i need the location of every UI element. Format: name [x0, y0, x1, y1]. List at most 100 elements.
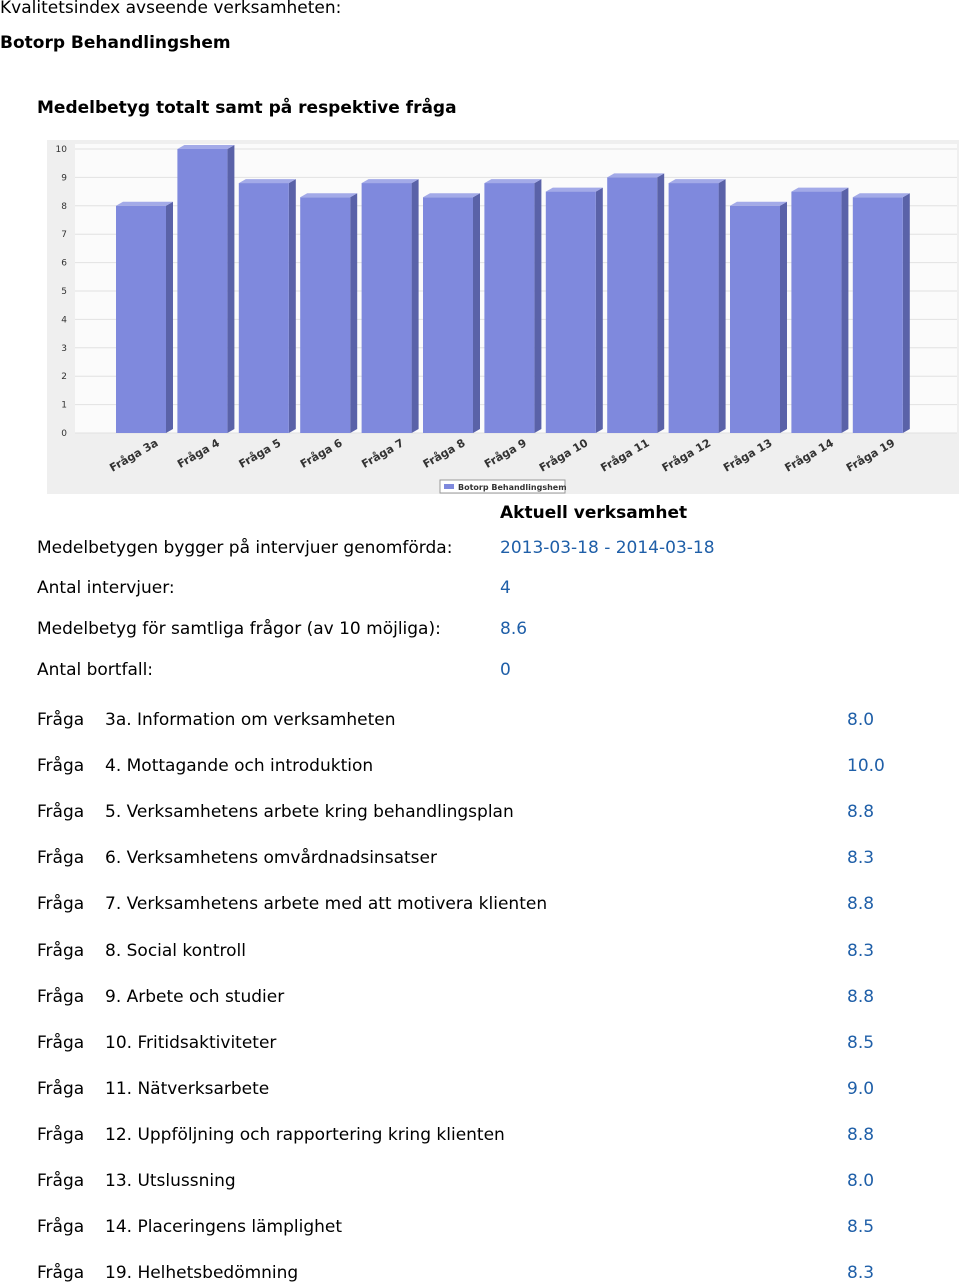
bar-side: [657, 173, 665, 433]
question-prefix: Fråga: [37, 802, 85, 823]
chart-heading: Medelbetyg totalt samt på respektive frå…: [37, 98, 457, 118]
question-score: 8.5: [847, 1032, 875, 1053]
bar-side: [595, 187, 603, 433]
y-tick-label: 3: [61, 344, 67, 354]
question-text: 7. Verksamhetens arbete med att motivera…: [105, 894, 548, 915]
question-prefix: Fråga: [37, 1171, 85, 1191]
question-prefix: Fråga: [37, 1124, 85, 1145]
bar: [116, 205, 166, 433]
bar: [852, 197, 903, 433]
question-text: 6. Verksamhetens omvårdnadsinsatser: [105, 848, 437, 869]
y-tick-label: 0: [61, 429, 67, 439]
question-score: 8.3: [847, 1263, 875, 1284]
question-prefix: Fråga: [37, 756, 85, 777]
summary-value: 0: [500, 660, 511, 680]
y-tick-label: 8: [61, 202, 67, 212]
question-text: 14. Placeringens lämplighet: [105, 1217, 343, 1238]
question-text: 5. Verksamhetens arbete kring behandling…: [105, 802, 514, 823]
question-score: 8.5: [847, 1217, 875, 1238]
question-text: 9. Arbete och studier: [105, 986, 285, 1007]
question-prefix: Fråga: [37, 1263, 85, 1284]
bar-side: [227, 145, 235, 433]
bar-top: [361, 179, 419, 184]
bar-side: [534, 179, 542, 433]
question-prefix: Fråga: [37, 1032, 85, 1053]
y-tick-label: 2: [61, 372, 67, 382]
summary-label: Antal intervjuer:: [37, 578, 175, 598]
bar-top: [852, 193, 910, 198]
bar-side: [350, 193, 358, 433]
bar-top: [668, 179, 726, 184]
question-text: 10. Fritidsaktiviteter: [105, 1032, 277, 1053]
bar: [300, 197, 351, 433]
y-tick-label: 7: [61, 230, 67, 240]
bar-top: [116, 201, 173, 206]
question-score: 8.0: [847, 710, 875, 730]
bar: [668, 183, 719, 433]
summary-value: 2013-03-18 - 2014-03-18: [500, 538, 715, 558]
question-prefix: Fråga: [37, 940, 85, 961]
bar-top: [300, 193, 358, 198]
bar: [791, 191, 842, 433]
y-tick-label: 9: [61, 173, 67, 183]
question-prefix: Fråga: [37, 894, 85, 915]
bar-top: [484, 179, 542, 184]
bar-top: [177, 145, 235, 149]
question-prefix: Fråga: [37, 1078, 85, 1099]
question-text: 12. Uppföljning och rapportering kring k…: [105, 1124, 505, 1145]
bar-side: [473, 193, 480, 433]
bar-side: [411, 179, 419, 433]
summary-label: Medelbetyg för samtliga frågor (av 10 mö…: [37, 619, 441, 639]
question-score: 8.3: [847, 940, 875, 961]
bar-top: [423, 193, 480, 198]
question-score: 8.8: [847, 802, 875, 823]
question-prefix: Fråga: [37, 710, 85, 730]
summary-value: 4: [500, 578, 511, 598]
bar-side: [841, 187, 849, 433]
question-score: 9.0: [847, 1078, 875, 1099]
question-score: 8.8: [847, 986, 875, 1007]
y-tick-label: 6: [61, 259, 67, 269]
question-text: 13. Utslussning: [105, 1171, 236, 1191]
question-text: 8. Social kontroll: [105, 940, 246, 961]
question-score: 8.3: [847, 848, 875, 869]
y-tick-label: 1: [61, 401, 67, 411]
bar: [607, 177, 658, 433]
summary-label: Medelbetygen bygger på intervjuer genomf…: [37, 538, 453, 558]
bar: [361, 183, 412, 433]
bar-top: [791, 187, 849, 192]
question-text: 11. Nätverksarbete: [105, 1078, 270, 1099]
subtitle: Kvalitetsindex avseende verksamheten:: [0, 0, 342, 18]
bar-side: [166, 201, 173, 433]
question-score: 10.0: [847, 756, 885, 777]
bar-top: [545, 187, 603, 192]
y-tick-label: 4: [61, 315, 67, 325]
question-prefix: Fråga: [37, 986, 85, 1007]
bar: [484, 183, 535, 433]
summary-label: Antal bortfall:: [37, 660, 154, 680]
legend-label: Botorp Behandlingshem: [458, 483, 567, 492]
column-heading: Aktuell verksamhet: [500, 503, 688, 523]
bar: [730, 205, 780, 433]
bar-top: [238, 179, 296, 184]
y-tick-label: 10: [56, 145, 68, 155]
question-score: 8.8: [847, 1124, 875, 1145]
summary-value: 8.6: [500, 619, 528, 639]
bar-side: [902, 193, 910, 433]
question-score: 8.8: [847, 894, 875, 915]
question-text: 19. Helhetsbedömning: [105, 1263, 299, 1284]
bar-side: [718, 179, 726, 433]
question-text: 4. Mottagande och introduktion: [105, 756, 374, 777]
legend-swatch: [444, 484, 454, 489]
bar: [423, 197, 473, 433]
y-tick-label: 5: [61, 287, 67, 297]
bar-top: [607, 173, 665, 178]
bar-top: [730, 201, 787, 206]
bar-side: [780, 201, 787, 433]
question-prefix: Fråga: [37, 1217, 85, 1238]
bar-side: [288, 179, 296, 433]
bar: [238, 183, 289, 433]
title: Botorp Behandlingshem: [0, 33, 231, 53]
